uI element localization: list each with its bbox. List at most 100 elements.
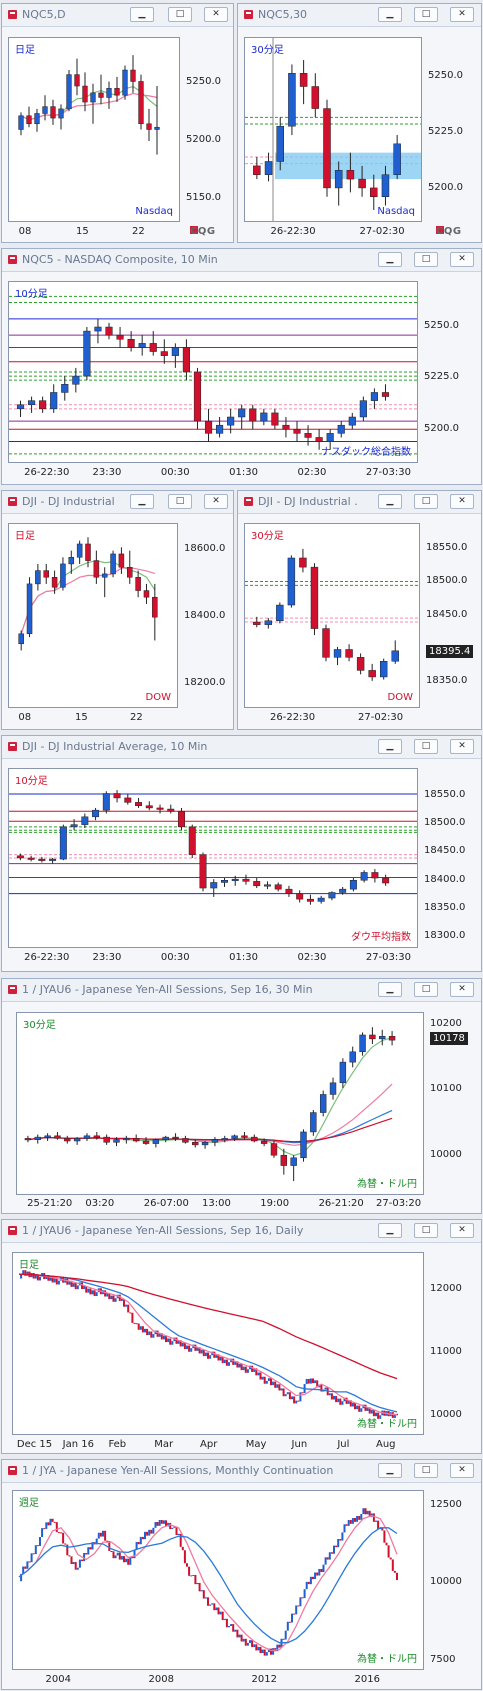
candlestick-bar (345, 644, 353, 662)
candlestick-bar (322, 624, 330, 662)
window-dji-10min[interactable]: DJI - DJ Industrial Average, 10 Min ▁ □ … (1, 735, 482, 972)
titlebar[interactable]: NQC5 - NASDAQ Composite, 10 Min ▁ □ ✕ (2, 249, 481, 272)
close-button[interactable]: ✕ (450, 7, 474, 22)
maximize-button[interactable]: □ (414, 1223, 438, 1238)
close-button[interactable]: ✕ (450, 252, 474, 267)
titlebar[interactable]: 1 / JYAU6 - Japanese Yen-All Sessions, S… (2, 979, 481, 1002)
candlestick-bar (16, 400, 25, 417)
price-bar (393, 1413, 396, 1418)
window-dji-daily[interactable]: DJI - DJ Industrial ... ▁ □ ✕ 日足 DOW 1860… (1, 490, 234, 730)
titlebar[interactable]: NQC5,30 ▁ □ ✕ (238, 4, 481, 27)
price-bar (377, 1412, 380, 1419)
instrument-label: Nasdaq (377, 206, 415, 217)
price-bar (175, 1337, 178, 1344)
price-bar (217, 1607, 220, 1615)
close-button[interactable]: ✕ (204, 7, 228, 22)
window-dji-30min[interactable]: DJI - DJ Industrial ... ▁ □ ✕ 30分足 DOW 18… (237, 490, 482, 730)
price-bar (36, 1545, 39, 1547)
price-bar (47, 1275, 50, 1281)
close-button[interactable]: ✕ (450, 1463, 474, 1478)
minimize-button[interactable]: ▁ (378, 739, 402, 754)
chart-plot-area[interactable]: 日足 為替・ドル円 (12, 1252, 424, 1435)
candlestick-bar (83, 327, 91, 381)
close-button[interactable]: ✕ (450, 494, 474, 509)
candle-body (83, 330, 91, 377)
window-title: DJI - DJ Industrial Average, 10 Min (22, 740, 208, 753)
minimize-button[interactable]: ▁ (378, 982, 402, 997)
price-bar (360, 1514, 363, 1520)
x-axis: 25-21:20 03:20 26-07:00 13:00 19:00 26-21:20 2… (16, 1195, 424, 1213)
price-bar (221, 1356, 224, 1364)
candlestick-bar (39, 396, 47, 413)
maximize-button[interactable]: □ (414, 494, 438, 509)
minimize-button[interactable]: ▁ (378, 7, 402, 22)
close-button[interactable]: ✕ (450, 739, 474, 754)
minimize-button[interactable]: ▁ (378, 252, 402, 267)
chart-plot-area[interactable]: 日足 Nasdaq (8, 37, 180, 222)
minimize-button[interactable]: ▁ (130, 494, 154, 509)
price-bar (66, 1278, 69, 1285)
window-jpy-daily[interactable]: 1 / JYAU6 - Japanese Yen-All Sessions, S… (1, 1219, 482, 1454)
chart-plot-area[interactable]: 30分足 為替・ドル円 (16, 1012, 424, 1195)
chart-plot-area[interactable]: 10分足 ダウ平均指数 (8, 768, 418, 948)
window-nqc5-30min[interactable]: NQC5,30 ▁ □ ✕ 30分足 Nasdaq 5250.0 5225.0 520… (237, 3, 482, 243)
candle-body (249, 408, 257, 422)
price-bar (131, 1556, 134, 1559)
candlestick-bar (280, 1148, 288, 1175)
minimize-button[interactable]: ▁ (130, 7, 154, 22)
price-bar (43, 1528, 46, 1530)
price-bar (295, 1605, 298, 1615)
candle-body (253, 881, 261, 887)
maximize-button[interactable]: □ (414, 739, 438, 754)
candlestick-bar (304, 425, 312, 446)
price-bar (83, 1285, 86, 1290)
candlestick-bar (242, 874, 250, 885)
price-bar (230, 1624, 233, 1627)
maximize-button[interactable]: □ (414, 982, 438, 997)
period-label: 日足 (15, 531, 35, 542)
titlebar[interactable]: NQC5,D ▁ □ ✕ (2, 4, 233, 27)
candlestick-bar (382, 874, 390, 886)
titlebar[interactable]: 1 / JYAU6 - Japanese Yen-All Sessions, S… (2, 1220, 481, 1243)
minimize-button[interactable]: ▁ (378, 494, 402, 509)
x-tick-label: 03:20 (85, 1198, 115, 1209)
window-jpy-30min[interactable]: 1 / JYAU6 - Japanese Yen-All Sessions, S… (1, 978, 482, 1214)
price-bar (356, 1516, 359, 1522)
titlebar[interactable]: DJI - DJ Industrial ... ▁ □ ✕ (238, 491, 481, 514)
window-nasdaq-10min[interactable]: NQC5 - NASDAQ Composite, 10 Min ▁ □ ✕ 10… (1, 248, 482, 485)
candle-body (149, 343, 157, 352)
y-tick-label: 18550.0 (424, 789, 466, 801)
titlebar[interactable]: DJI - DJ Industrial Average, 10 Min ▁ □ … (2, 736, 481, 759)
minimize-button[interactable]: ▁ (378, 1223, 402, 1238)
price-bar (66, 1544, 69, 1556)
price-bar (240, 1363, 243, 1371)
close-button[interactable]: ✕ (204, 494, 228, 509)
window-nqc5-daily[interactable]: NQC5,D ▁ □ ✕ 日足 Nasdaq 5250.0 5200.0 5150.0… (1, 3, 234, 243)
chart-plot-area[interactable]: 週足 為替・ドル円 (12, 1490, 424, 1670)
maximize-button[interactable]: □ (414, 1463, 438, 1478)
maximize-button[interactable]: □ (414, 7, 438, 22)
price-bar (156, 1522, 159, 1526)
maximize-button[interactable]: □ (414, 252, 438, 267)
maximize-button[interactable]: □ (168, 494, 192, 509)
maximize-button[interactable]: □ (168, 7, 192, 22)
close-button[interactable]: ✕ (450, 1223, 474, 1238)
candlestick-bar (118, 547, 125, 574)
candle-body (253, 165, 261, 175)
candlestick-bar (16, 853, 24, 861)
close-button[interactable]: ✕ (450, 982, 474, 997)
titlebar[interactable]: DJI - DJ Industrial ... ▁ □ ✕ (2, 491, 233, 514)
price-bar (207, 1597, 209, 1606)
chart-plot-area[interactable]: 30分足 DOW (244, 523, 420, 708)
chart-plot-area[interactable]: 日足 DOW (8, 523, 178, 708)
titlebar[interactable]: 1 / JYA - Japanese Yen-All Sessions, Mon… (2, 1460, 481, 1483)
candlestick-bar (82, 72, 88, 112)
chart-plot-area[interactable]: 30分足 Nasdaq (244, 37, 422, 222)
minimize-button[interactable]: ▁ (378, 1463, 402, 1478)
price-bar (24, 1270, 27, 1276)
x-tick-label: Dec 15 (16, 1439, 53, 1450)
candlestick-bar (113, 1137, 120, 1147)
chart-plot-area[interactable]: 10分足 ナスダック総合指数 (8, 281, 418, 463)
window-jpy-monthly[interactable]: 1 / JYA - Japanese Yen-All Sessions, Mon… (1, 1459, 482, 1690)
price-bar (272, 1648, 275, 1655)
